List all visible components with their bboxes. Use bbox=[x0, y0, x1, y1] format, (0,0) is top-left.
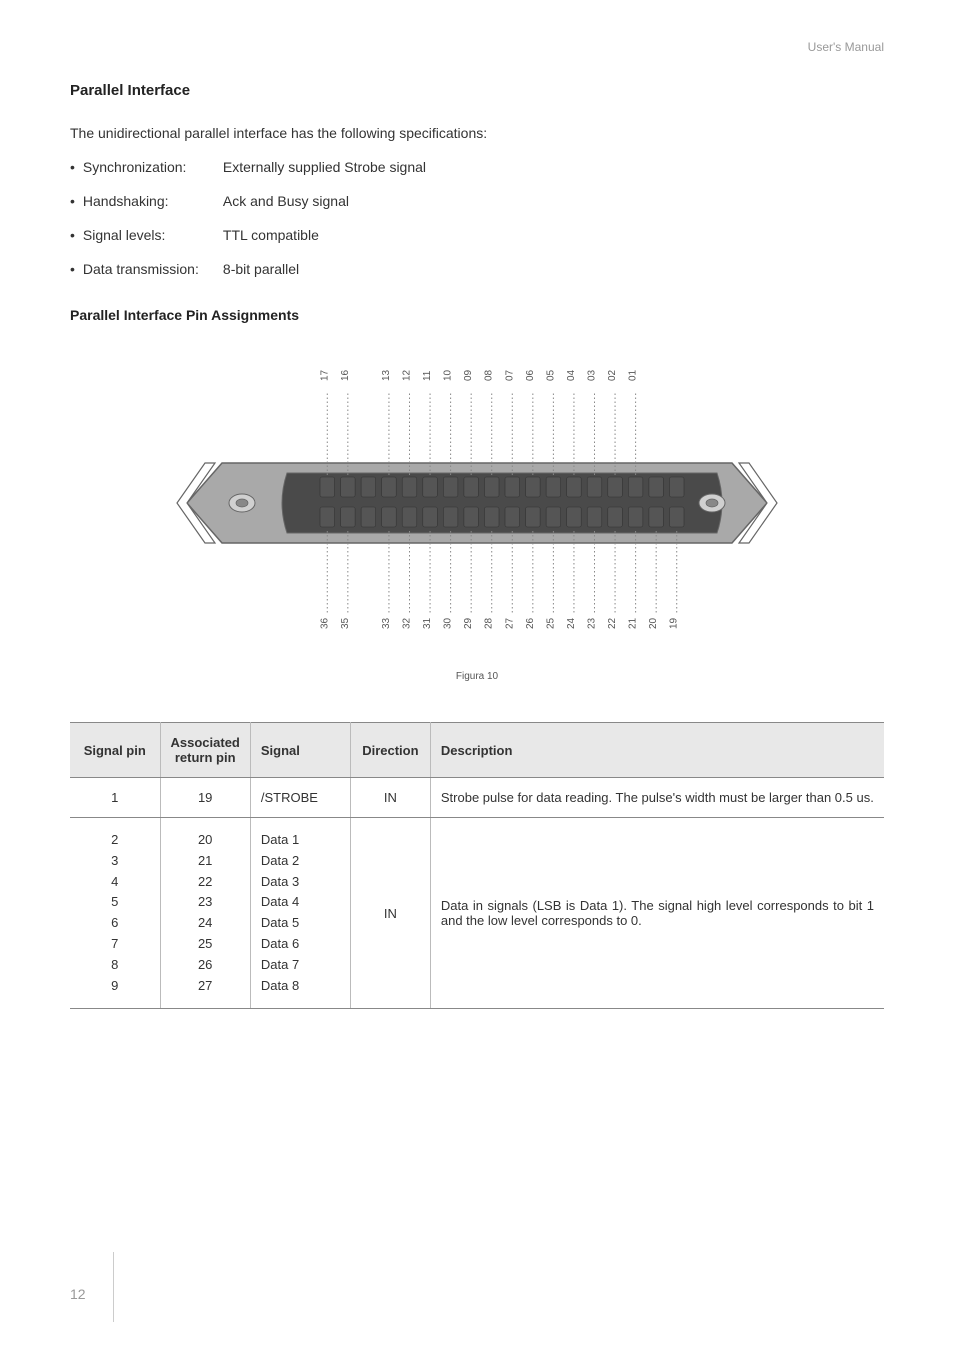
svg-text:33: 33 bbox=[381, 617, 392, 629]
table-cell: 2021222324252627 bbox=[160, 818, 250, 1009]
spec-item: • Data transmission: 8-bit parallel bbox=[70, 261, 884, 277]
svg-text:12: 12 bbox=[402, 369, 413, 381]
svg-text:32: 32 bbox=[402, 617, 413, 629]
svg-text:24: 24 bbox=[566, 617, 577, 629]
table-cell: IN bbox=[350, 818, 430, 1009]
spec-value: TTL compatible bbox=[223, 227, 319, 243]
spec-item: • Synchronization: Externally supplied S… bbox=[70, 159, 884, 175]
svg-text:29: 29 bbox=[463, 617, 474, 629]
svg-text:05: 05 bbox=[545, 369, 556, 381]
table-row: 234567892021222324252627Data 1Data 2Data… bbox=[70, 818, 884, 1009]
table-row: 119/STROBEINStrobe pulse for data readin… bbox=[70, 778, 884, 818]
svg-text:07: 07 bbox=[504, 369, 515, 381]
connector-diagram: 17 16 13 12 11 10 09 08 07 06 05 04 03 02 01 36 35 33 32 31… bbox=[70, 353, 884, 653]
th-signal-pin: Signal pin bbox=[70, 723, 160, 778]
svg-text:20: 20 bbox=[648, 617, 659, 629]
bullet-icon: • bbox=[70, 159, 75, 175]
svg-text:13: 13 bbox=[381, 369, 392, 381]
svg-text:28: 28 bbox=[484, 617, 495, 629]
th-direction: Direction bbox=[350, 723, 430, 778]
pin-table: Signal pin Associated return pin Signal … bbox=[70, 722, 884, 1009]
svg-text:03: 03 bbox=[587, 369, 598, 381]
spec-value: Ack and Busy signal bbox=[223, 193, 349, 209]
figure-caption: Figura 10 bbox=[70, 671, 884, 682]
svg-text:25: 25 bbox=[545, 617, 556, 629]
svg-text:17: 17 bbox=[319, 369, 330, 381]
table-cell: 23456789 bbox=[70, 818, 160, 1009]
svg-text:31: 31 bbox=[422, 617, 433, 629]
svg-text:22: 22 bbox=[607, 617, 618, 629]
svg-text:10: 10 bbox=[443, 369, 454, 381]
table-header-row: Signal pin Associated return pin Signal … bbox=[70, 723, 884, 778]
connector-svg: 17 16 13 12 11 10 09 08 07 06 05 04 03 02 01 36 35 33 32 31… bbox=[127, 353, 827, 653]
spec-label: Synchronization: bbox=[83, 159, 223, 175]
svg-text:16: 16 bbox=[340, 369, 351, 381]
bullet-icon: • bbox=[70, 193, 75, 209]
th-description: Description bbox=[430, 723, 884, 778]
svg-text:04: 04 bbox=[566, 369, 577, 381]
svg-text:06: 06 bbox=[525, 369, 536, 381]
svg-text:23: 23 bbox=[587, 617, 598, 629]
svg-text:01: 01 bbox=[628, 369, 639, 381]
table-cell: IN bbox=[350, 778, 430, 818]
pin-assignments-title: Parallel Interface Pin Assignments bbox=[70, 307, 884, 323]
spec-value: Externally supplied Strobe signal bbox=[223, 159, 426, 175]
spec-item: • Signal levels: TTL compatible bbox=[70, 227, 884, 243]
table-cell: Strobe pulse for data reading. The pulse… bbox=[430, 778, 884, 818]
bullet-icon: • bbox=[70, 261, 75, 277]
table-cell: Data in signals (LSB is Data 1). The sig… bbox=[430, 818, 884, 1009]
section-title: Parallel Interface bbox=[70, 82, 884, 99]
svg-text:09: 09 bbox=[463, 369, 474, 381]
spec-label: Data transmission: bbox=[83, 261, 223, 277]
svg-text:02: 02 bbox=[607, 369, 618, 381]
svg-text:36: 36 bbox=[319, 617, 330, 629]
table-cell: 19 bbox=[160, 778, 250, 818]
spec-label: Handshaking: bbox=[83, 193, 223, 209]
table-cell: /STROBE bbox=[250, 778, 350, 818]
svg-text:21: 21 bbox=[628, 617, 639, 629]
th-signal: Signal bbox=[250, 723, 350, 778]
th-return-pin: Associated return pin bbox=[160, 723, 250, 778]
svg-text:11: 11 bbox=[422, 370, 433, 381]
spec-label: Signal levels: bbox=[83, 227, 223, 243]
spec-value: 8-bit parallel bbox=[223, 261, 299, 277]
table-cell: 1 bbox=[70, 778, 160, 818]
header-manual-label: User's Manual bbox=[70, 40, 884, 54]
spec-item: • Handshaking: Ack and Busy signal bbox=[70, 193, 884, 209]
svg-text:35: 35 bbox=[340, 617, 351, 629]
table-cell: Data 1Data 2Data 3Data 4Data 5Data 6Data… bbox=[250, 818, 350, 1009]
bullet-icon: • bbox=[70, 227, 75, 243]
svg-text:30: 30 bbox=[443, 617, 454, 629]
svg-text:26: 26 bbox=[525, 617, 536, 629]
page-rule bbox=[113, 1252, 114, 1322]
svg-text:27: 27 bbox=[504, 617, 515, 629]
svg-text:08: 08 bbox=[484, 369, 495, 381]
page-number: 12 bbox=[70, 1286, 86, 1302]
section-intro: The unidirectional parallel interface ha… bbox=[70, 125, 884, 141]
spec-list: • Synchronization: Externally supplied S… bbox=[70, 159, 884, 277]
svg-text:19: 19 bbox=[669, 617, 680, 629]
